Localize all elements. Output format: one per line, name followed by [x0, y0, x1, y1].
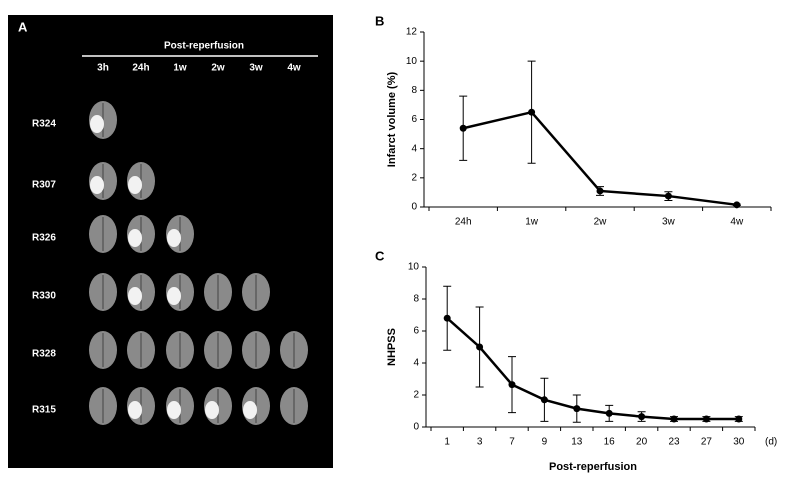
lesion — [128, 401, 142, 419]
lesion — [167, 401, 181, 419]
y-tick-label: 6 — [413, 326, 419, 337]
y-tick-label: 6 — [411, 114, 417, 125]
lesion — [90, 176, 104, 194]
lesion — [128, 229, 142, 247]
row-label: R330 — [32, 291, 56, 302]
data-line — [446, 317, 739, 421]
x-tick-label: 9 — [542, 437, 548, 448]
y-tick-label: 10 — [408, 262, 420, 273]
column-label: 24h — [132, 63, 149, 74]
x-tick-label: 2w — [594, 217, 608, 228]
column-label: 3w — [249, 63, 263, 74]
y-tick-label: 2 — [413, 390, 419, 401]
lesion — [205, 401, 219, 419]
panel-label: A — [18, 19, 28, 34]
y-tick-label: 4 — [413, 358, 419, 369]
x-tick-label: 4w — [730, 217, 744, 228]
row-label: R315 — [32, 405, 56, 416]
x-tick-label: 16 — [604, 437, 616, 448]
lesion — [128, 287, 142, 305]
data-point — [443, 314, 451, 322]
data-point — [528, 108, 536, 116]
x-tick-label: 24h — [455, 217, 472, 228]
data-point — [702, 415, 710, 423]
data-point — [459, 124, 467, 132]
x-tick-label: 27 — [701, 437, 713, 448]
x-tick-label: 20 — [636, 437, 648, 448]
y-axis-label: NHPSS — [386, 328, 398, 366]
column-label: 2w — [211, 63, 225, 74]
x-tick-label: 7 — [509, 437, 515, 448]
data-point — [540, 396, 548, 404]
y-tick-label: 8 — [411, 85, 417, 96]
x-tick-label: 3w — [662, 217, 676, 228]
y-tick-label: 0 — [411, 202, 417, 213]
data-point — [664, 192, 672, 200]
data-point — [508, 381, 516, 389]
y-tick-label: 8 — [413, 294, 419, 305]
x-tick-label: 23 — [668, 437, 680, 448]
x-tick-label: 13 — [571, 437, 583, 448]
column-label: 1w — [173, 63, 187, 74]
data-point — [735, 415, 743, 423]
y-tick-label: 4 — [411, 143, 417, 154]
lesion — [167, 229, 181, 247]
row-label: R307 — [32, 180, 56, 191]
panel-a-header: Post-reperfusion — [164, 41, 244, 52]
column-label: 3h — [97, 63, 109, 74]
x-tick-label: 1w — [525, 217, 539, 228]
data-point — [733, 201, 741, 209]
data-point — [605, 409, 613, 417]
lesion — [90, 115, 104, 133]
panel-label: B — [375, 13, 384, 28]
column-label: 4w — [287, 63, 301, 74]
data-point — [573, 405, 581, 413]
data-point — [670, 415, 678, 423]
row-label: R324 — [32, 119, 56, 130]
x-tick-label: 1 — [444, 437, 450, 448]
y-tick-label: 12 — [406, 27, 418, 38]
x-tick-label: 3 — [477, 437, 483, 448]
y-tick-label: 0 — [413, 422, 419, 433]
x-axis-label: Post-reperfusion — [549, 461, 637, 473]
row-label: R326 — [32, 233, 56, 244]
data-point — [596, 187, 604, 195]
data-point — [638, 413, 646, 421]
x-tick-label: 30 — [733, 437, 745, 448]
lesion — [167, 287, 181, 305]
lesion — [243, 401, 257, 419]
y-tick-label: 2 — [411, 172, 417, 183]
x-unit: (d) — [765, 437, 777, 448]
lesion — [128, 176, 142, 194]
panel-label: C — [375, 248, 385, 263]
y-tick-label: 10 — [406, 56, 418, 67]
data-point — [476, 343, 484, 351]
row-label: R328 — [32, 349, 56, 360]
y-axis-label: Infarct volume (%) — [386, 71, 398, 167]
